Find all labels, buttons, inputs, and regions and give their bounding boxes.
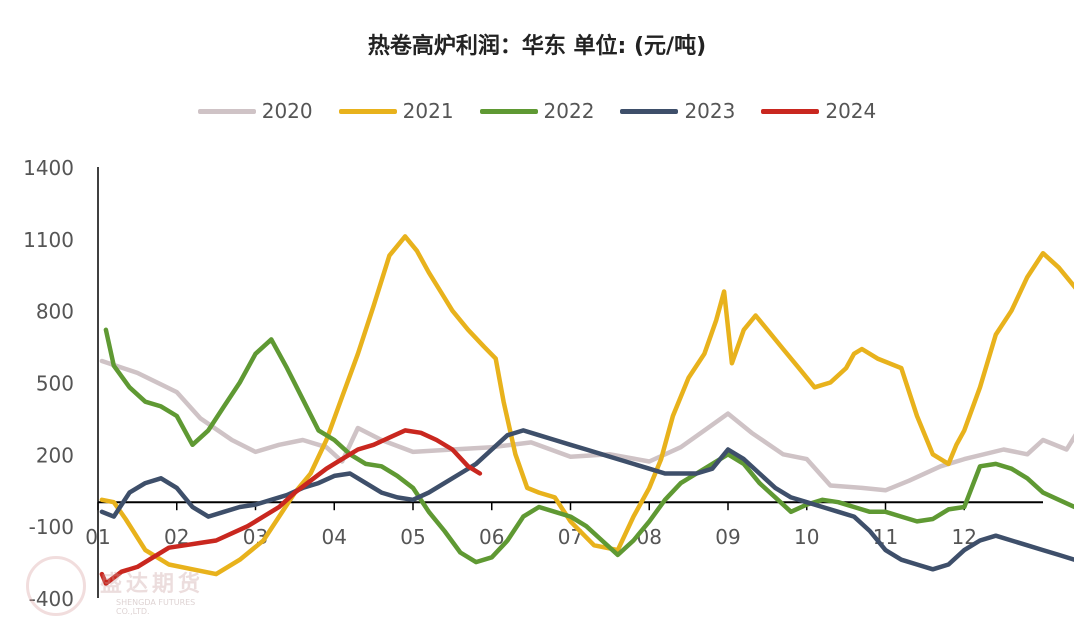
y-tick-label: 1100: [23, 228, 74, 252]
legend-label: 2021: [402, 99, 454, 123]
legend-swatch: [338, 108, 397, 114]
legend-item-2023: 2023: [620, 99, 735, 123]
watermark-logo: 盛达期货 SHENGDA FUTURES CO.,LTD.: [26, 556, 226, 626]
y-tick-label: 1400: [23, 156, 74, 180]
series-line-2020: [99, 358, 1074, 493]
y-tick-label: 500: [36, 372, 74, 396]
series-line-2022: [103, 327, 1074, 565]
legend-label: 2022: [543, 99, 595, 123]
x-tick-label: 01: [85, 525, 110, 549]
legend-swatch: [620, 108, 679, 114]
legend-item-2024: 2024: [761, 99, 876, 123]
chart-legend: 2020 2021 2022 2023 2024: [0, 99, 1074, 123]
series-line-2023: [99, 428, 1074, 572]
chart-title: 热卷高炉利润：华东 单位: (元/吨): [367, 34, 707, 59]
y-tick-label: 800: [36, 300, 74, 324]
x-tick-label: 05: [400, 525, 425, 549]
y-tick-label: 200: [36, 443, 74, 467]
legend-swatch: [197, 108, 256, 114]
legend-swatch: [761, 108, 820, 114]
legend-label: 2023: [684, 99, 736, 123]
series-line-2024: [99, 428, 483, 586]
legend-label: 2024: [825, 99, 877, 123]
legend-label: 2020: [261, 99, 313, 123]
x-tick-label: 10: [794, 525, 819, 549]
x-tick-label: 09: [715, 525, 740, 549]
legend-swatch: [479, 108, 538, 114]
legend-item-2021: 2021: [338, 99, 454, 123]
y-tick-label: -100: [29, 515, 74, 539]
legend-item-2020: 2020: [197, 99, 313, 123]
x-tick-label: 04: [322, 525, 347, 549]
watermark-company-subtitle: SHENGDA FUTURES CO.,LTD.: [116, 598, 196, 616]
series-line-2021: [99, 234, 1074, 577]
legend-item-2022: 2022: [479, 99, 595, 123]
logo-circle-icon: [26, 556, 86, 616]
watermark-company-name: 盛达期货: [100, 572, 205, 597]
